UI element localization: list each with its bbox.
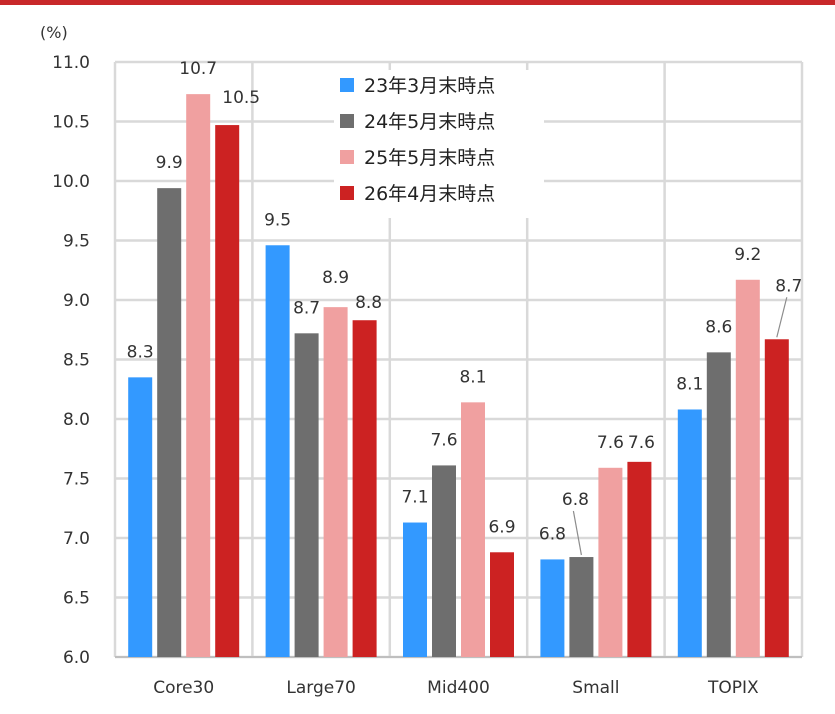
bar [490, 552, 514, 657]
y-tick-label: 6.0 [63, 648, 90, 668]
bar [432, 465, 456, 657]
x-axis-categories: Core30 Large70 Mid400 Small TOPIX [153, 678, 759, 698]
legend-label: 25年5月末時点 [364, 147, 495, 169]
category-label: Mid400 [427, 678, 490, 698]
legend-label: 23年3月末時点 [364, 75, 495, 97]
y-tick-label: 7.5 [63, 470, 90, 490]
bar [764, 339, 789, 657]
data-label: 8.8 [355, 293, 382, 313]
bar [569, 557, 594, 657]
category-label: Large70 [286, 678, 355, 698]
data-label: 6.8 [562, 490, 589, 510]
legend-swatch [340, 78, 354, 92]
bar [352, 320, 377, 657]
bar [294, 333, 319, 657]
bar [677, 409, 702, 657]
y-tick-label: 9.0 [63, 291, 90, 311]
data-label: 8.1 [676, 374, 703, 394]
y-tick-label: 8.5 [63, 351, 90, 371]
data-label: 8.6 [705, 317, 732, 337]
bar [540, 559, 565, 657]
data-label: 8.7 [775, 276, 802, 296]
category-label: Core30 [153, 678, 214, 698]
y-tick-label: 8.0 [63, 410, 90, 430]
legend-background [334, 70, 544, 218]
data-label: 7.1 [401, 488, 428, 508]
top-red-rule [0, 0, 835, 5]
y-tick-label: 10.5 [52, 113, 90, 133]
data-label: 9.2 [734, 245, 761, 265]
data-label: 6.9 [488, 517, 515, 537]
data-label: 9.5 [264, 210, 291, 230]
data-label: 9.9 [156, 153, 183, 173]
data-label: 7.6 [430, 430, 457, 450]
data-label: 8.3 [127, 342, 154, 362]
legend-swatch [340, 114, 354, 128]
bar [157, 188, 182, 657]
y-tick-label: 11.0 [52, 53, 90, 73]
label-leader-line [572, 510, 582, 556]
bar [627, 461, 652, 657]
bar [128, 377, 153, 657]
data-label: 8.9 [322, 268, 349, 288]
bar [323, 307, 348, 657]
bar [403, 522, 427, 657]
legend-swatch [340, 186, 354, 200]
bar [735, 279, 760, 657]
data-label: 10.5 [222, 88, 260, 108]
bar [186, 94, 211, 657]
bar [461, 402, 485, 657]
bar [215, 125, 240, 657]
y-tick-label: 6.5 [63, 589, 90, 609]
category-label: Small [572, 678, 619, 698]
y-axis-ticks: 6.0 6.5 7.0 7.5 8.0 8.5 9.0 9.5 10.0 10.5 11.0 [52, 53, 90, 668]
legend: 23年3月末時点 24年5月末時点 25年5月末時点 26年4月末時点 [334, 70, 544, 218]
legend-label: 26年4月末時点 [364, 183, 495, 205]
bar [265, 245, 290, 657]
bar [706, 352, 731, 657]
y-tick-label: 9.5 [63, 232, 90, 252]
data-label: 6.8 [539, 524, 566, 544]
bars [128, 94, 789, 657]
bar [598, 467, 623, 657]
data-label: 10.7 [179, 59, 217, 79]
data-label: 8.1 [459, 367, 486, 387]
label-leader-line [776, 297, 788, 338]
data-labels: 8.3 9.5 7.1 6.8 8.1 9.9 8.7 7.6 6.8 8.6 10.7 8.9 8.1… [127, 59, 802, 556]
y-tick-label: 7.0 [63, 529, 90, 549]
legend-swatch [340, 150, 354, 164]
y-tick-label: 10.0 [52, 172, 90, 192]
category-label: TOPIX [707, 678, 759, 698]
legend-label: 24年5月末時点 [364, 111, 495, 133]
data-label: 7.6 [597, 433, 624, 453]
data-label: 7.6 [628, 433, 655, 453]
unit-label: (%) [40, 23, 68, 42]
data-label: 8.7 [293, 298, 320, 318]
